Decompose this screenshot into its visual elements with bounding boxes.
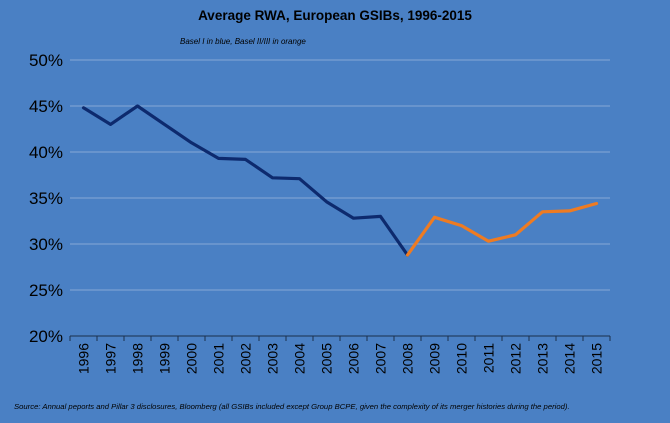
x-tick-label: 2015 [589, 343, 605, 374]
x-tick-labels: 1996 1997 1998 1999 2000 2001 2002 2003 2004 2005… [76, 343, 605, 374]
y-tick-label: 25% [29, 281, 63, 300]
x-tick-label: 2006 [346, 343, 362, 374]
y-tick-label: 35% [29, 189, 63, 208]
series-line-basel-ii-iii [405, 201, 599, 257]
y-tick-label: 20% [29, 327, 63, 346]
axes [69, 335, 611, 341]
x-tick-label: 2008 [400, 343, 416, 374]
chart-title: Average RWA, European GSIBs, 1996-2015 [198, 8, 472, 23]
x-tick-label: 2009 [427, 343, 443, 374]
x-tick-label: 1999 [157, 343, 173, 374]
y-tick-label: 40% [29, 143, 63, 162]
source-note: Source: Annual peports and Pillar 3 disc… [14, 402, 570, 411]
x-tick-label: 2001 [211, 343, 227, 374]
y-tick-label: 30% [29, 235, 63, 254]
x-tick-label: 2005 [319, 343, 335, 374]
x-tick-label: 2011 [481, 343, 497, 373]
x-tick-label: 2004 [292, 343, 308, 374]
x-tick-label: 2013 [535, 343, 551, 374]
series-lines [81, 104, 599, 257]
x-tick-label: 2012 [508, 343, 524, 374]
y-tick-label: 50% [29, 51, 63, 70]
x-tick-label: 1998 [130, 343, 146, 374]
series-line-basel-i [81, 104, 410, 257]
y-tick-labels: 20% 25% 30% 35% 40% 45% 50% [29, 51, 63, 346]
x-tick-label: 2007 [373, 343, 389, 374]
y-tick-label: 45% [29, 97, 63, 116]
chart-subtitle: Basel I in blue, Basel II/III in orange [180, 37, 306, 46]
x-tick-label: 2010 [454, 343, 470, 374]
x-tick-label: 2003 [265, 343, 281, 374]
gridlines [70, 59, 610, 291]
x-tick-label: 1996 [76, 343, 92, 374]
x-tick-label: 2014 [562, 343, 578, 374]
x-tick-label: 1997 [103, 343, 119, 374]
x-tick-label: 2000 [184, 343, 200, 374]
x-tick-label: 2002 [238, 343, 254, 374]
